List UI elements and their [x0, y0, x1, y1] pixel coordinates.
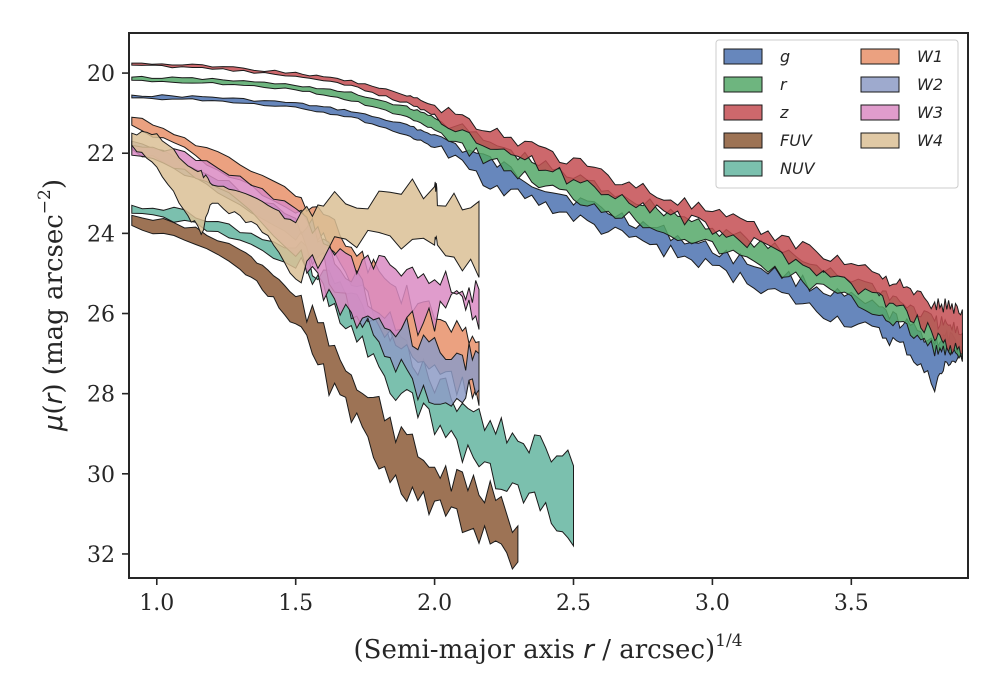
legend-label-r: r: [780, 75, 788, 94]
legend-swatch-r: [723, 76, 763, 93]
legend-label-w4: W4: [917, 131, 943, 150]
x-tick-label: 2.0: [417, 591, 452, 616]
legend-swatch-w4: [860, 132, 900, 149]
y-tick-label: 30: [87, 463, 115, 488]
y-tick-label: 20: [87, 62, 115, 87]
x-tick-label: 1.0: [139, 591, 174, 616]
series-band-fuv: [131, 214, 519, 571]
series-band-w4: [131, 130, 480, 284]
legend-label-w2: W2: [917, 75, 943, 94]
legend-label-w1: W1: [917, 47, 943, 66]
y-tick-label: 26: [87, 303, 115, 328]
legend-label-fuv: FUV: [780, 131, 813, 150]
y-tick-label: 24: [87, 222, 115, 247]
legend-swatch-z: [723, 104, 763, 121]
legend-swatch-fuv: [723, 132, 763, 149]
legend-label-z: z: [779, 103, 789, 122]
y-axis-label: μ(r) (mag arcsec−2): [35, 179, 69, 432]
legend-label-w3: W3: [917, 103, 943, 122]
legend: grz FUV NUV W1 W2 W3 W4: [715, 39, 959, 189]
legend-swatch-w3: [860, 104, 900, 121]
x-tick-label: 3.0: [695, 591, 730, 616]
x-tick-label: 3.5: [834, 591, 869, 616]
legend-swatch-w1: [860, 48, 900, 65]
legend-label-g: g: [780, 47, 790, 66]
x-tick-label: 2.5: [556, 591, 591, 616]
y-tick-label: 28: [87, 383, 115, 408]
legend-swatch-g: [723, 48, 763, 65]
profile-bands: [131, 62, 963, 571]
series-band-z: [131, 62, 963, 356]
legend-swatch-nuv: [723, 160, 763, 177]
legend-swatch-w2: [860, 76, 900, 93]
legend-label-nuv: NUV: [780, 159, 816, 178]
x-tick-label: 1.5: [278, 591, 313, 616]
series-band-g: [131, 94, 963, 394]
x-axis-label: (Semi-major axis r / arcsec)1/4: [353, 631, 742, 665]
y-axis-ticks: 20 22 24 26 28 30 32: [87, 62, 129, 568]
y-tick-label: 22: [87, 142, 115, 167]
y-tick-label: 32: [87, 543, 115, 568]
plot-frame: [128, 32, 969, 579]
x-axis-ticks: 1.0 1.5 2.0 2.5 3.0 3.5: [139, 578, 869, 616]
